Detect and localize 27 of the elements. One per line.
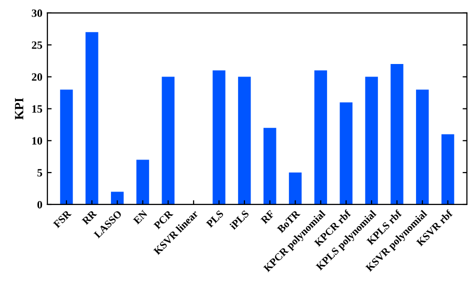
y-tick-label: 5 bbox=[37, 169, 42, 177]
y-tick-label: 10 bbox=[32, 137, 42, 145]
bar bbox=[441, 134, 454, 204]
y-tick-label: 30 bbox=[32, 9, 42, 17]
bar bbox=[238, 76, 251, 204]
x-tick-label: FSR bbox=[52, 210, 72, 228]
x-tick-label: PLS bbox=[206, 210, 224, 228]
y-axis-title: KPI bbox=[15, 98, 24, 120]
bar bbox=[390, 64, 404, 204]
bar bbox=[314, 70, 328, 204]
y-tick-label: 15 bbox=[32, 105, 42, 113]
y-tick-label: 25 bbox=[32, 41, 42, 49]
bar bbox=[288, 172, 302, 204]
bar bbox=[212, 70, 226, 204]
y-tick-label: 0 bbox=[37, 200, 42, 208]
bar bbox=[110, 192, 124, 204]
x-tick-label: EN bbox=[132, 210, 148, 225]
bar bbox=[264, 128, 276, 204]
bar bbox=[416, 90, 429, 204]
y-tick-label: 20 bbox=[32, 73, 42, 81]
bar bbox=[340, 102, 352, 204]
bar bbox=[86, 32, 98, 204]
bar bbox=[162, 76, 175, 204]
bar bbox=[365, 76, 378, 204]
x-tick-label: RF bbox=[260, 210, 275, 224]
bar bbox=[60, 90, 73, 204]
bar bbox=[136, 160, 150, 204]
